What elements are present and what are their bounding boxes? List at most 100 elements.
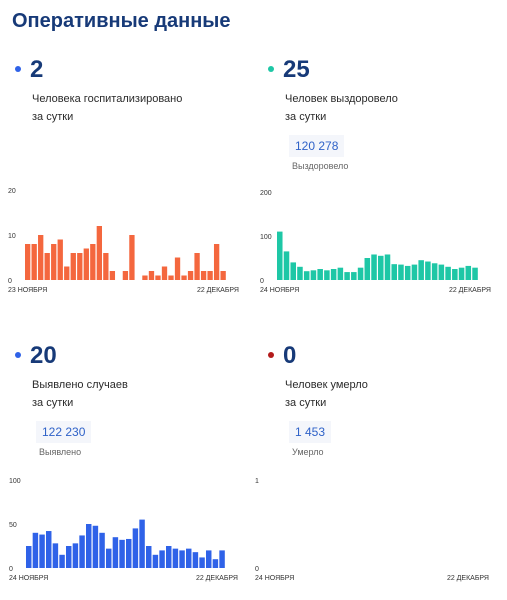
hospitalized-bar: [83, 248, 89, 280]
hospitalized-bar: [38, 235, 44, 280]
recovered-y-tick-1: 100: [260, 234, 272, 241]
detected-total: 122 230: [36, 421, 92, 443]
recovered-bar: [303, 271, 310, 280]
recovered-bar: [330, 269, 337, 280]
detected-bar: [146, 546, 152, 568]
hospitalized-bar: [181, 275, 187, 280]
hospitalized-bar: [161, 266, 168, 280]
recovered-bar: [357, 267, 364, 280]
recovered-y-tick-2: 200: [260, 190, 272, 197]
hospitalized-bar: [207, 271, 213, 280]
detected-bar: [132, 528, 139, 568]
hospitalized-bar: [148, 271, 155, 280]
detected-bar: [179, 550, 185, 568]
hospitalized-y-tick-1: 10: [8, 233, 16, 240]
died-label-line1: Человек умерло: [285, 379, 368, 391]
recovered-bar: [472, 267, 478, 280]
detected-bar: [199, 557, 205, 568]
hospitalized-bar: [25, 244, 31, 280]
detected-total-caption: Выявлено: [39, 447, 82, 457]
detected-bar: [219, 550, 225, 568]
detected-bar: [59, 554, 65, 568]
detected-bar: [186, 548, 192, 568]
hospitalized-bar: [96, 226, 102, 280]
recovered-bar: [458, 267, 465, 280]
hospitalized-y-tick-0: 0: [8, 278, 12, 285]
detected-label: Выявлено случаев за сутки: [32, 376, 222, 412]
detected-bar: [119, 539, 125, 568]
hospitalized-bar: [77, 253, 83, 280]
recovered-bar: [290, 262, 296, 280]
detected-label-line1: Выявлено случаев: [32, 379, 128, 391]
detected-dot: [15, 352, 21, 358]
detected-label-line2: за сутки: [32, 397, 74, 409]
recovered-total: 120 278: [289, 135, 345, 157]
hospitalized-bar: [109, 271, 116, 280]
hospitalized-dot: [15, 66, 21, 72]
recovered-bar: [344, 272, 350, 280]
detected-bar: [172, 548, 179, 568]
hospitalized-bar: [213, 244, 220, 280]
recovered-total-caption: Выздоровело: [292, 161, 349, 171]
died-y-tick-0: 0: [255, 566, 259, 573]
recovered-bar: [371, 254, 377, 280]
hospitalized-bar: [51, 244, 57, 280]
detected-value: 20: [30, 342, 57, 369]
hospitalized-bar: [90, 244, 96, 280]
recovered-bar: [384, 254, 391, 280]
detected-y-tick-1: 50: [9, 522, 17, 529]
died-y-tick-1: 1: [255, 478, 259, 485]
died-x-start-label: 24 НОЯБРЯ: [255, 575, 294, 582]
recovered-x-start-label: 24 НОЯБРЯ: [260, 287, 299, 294]
page-title: Оперативные данные: [12, 10, 231, 32]
hospitalized-x-end-label: 22 ДЕКАБРЯ: [197, 287, 239, 294]
detected-bar: [106, 548, 112, 568]
hospitalized-bar: [129, 235, 135, 280]
recovered-y-tick-0: 0: [260, 278, 264, 285]
recovered-bar: [310, 270, 317, 280]
recovered-label: Человек выздоровело за сутки: [285, 90, 475, 126]
died-total-caption: Умерло: [292, 447, 324, 457]
detected-bar: [152, 554, 159, 568]
detected-y-tick-0: 0: [9, 566, 13, 573]
hospitalized-bar: [70, 253, 76, 280]
recovered-value: 25: [283, 56, 310, 83]
detected-bar: [139, 519, 145, 568]
recovered-bar: [425, 261, 431, 280]
died-total: 1 453: [289, 421, 332, 443]
recovered-bar: [445, 266, 451, 280]
detected-bar: [79, 535, 85, 568]
detected-bar: [166, 546, 172, 568]
recovered-x-end-label: 22 ДЕКАБРЯ: [449, 287, 491, 294]
recovered-bar: [465, 265, 472, 280]
recovered-bar: [351, 272, 357, 280]
detected-bar: [206, 550, 212, 568]
hospitalized-bar: [44, 253, 50, 280]
hospitalized-bar: [142, 275, 148, 280]
detected-bar: [39, 534, 45, 568]
detected-bar: [72, 543, 79, 568]
recovered-bar: [418, 260, 424, 280]
hospitalized-bar: [194, 253, 200, 280]
detected-bar: [66, 546, 72, 568]
recovered-bar: [452, 269, 458, 280]
hospitalized-bar: [31, 244, 37, 280]
recovered-bar: [317, 269, 323, 280]
detected-y-tick-2: 100: [9, 478, 21, 485]
recovered-bar: [431, 263, 438, 280]
hospitalized-bar: [220, 271, 226, 280]
hospitalized-label-line2: за сутки: [32, 111, 74, 123]
detected-bar: [26, 546, 32, 568]
hospitalized-bar: [168, 275, 174, 280]
recovered-dot: [268, 66, 274, 72]
recovered-bar: [337, 267, 344, 280]
died-label-line2: за сутки: [285, 397, 327, 409]
recovered-bar: [283, 251, 290, 280]
detected-bar: [46, 531, 52, 568]
detected-bar: [112, 537, 119, 568]
detected-bar: [52, 543, 59, 568]
detected-x-start-label: 24 НОЯБРЯ: [9, 575, 48, 582]
hospitalized-bar: [174, 257, 181, 280]
